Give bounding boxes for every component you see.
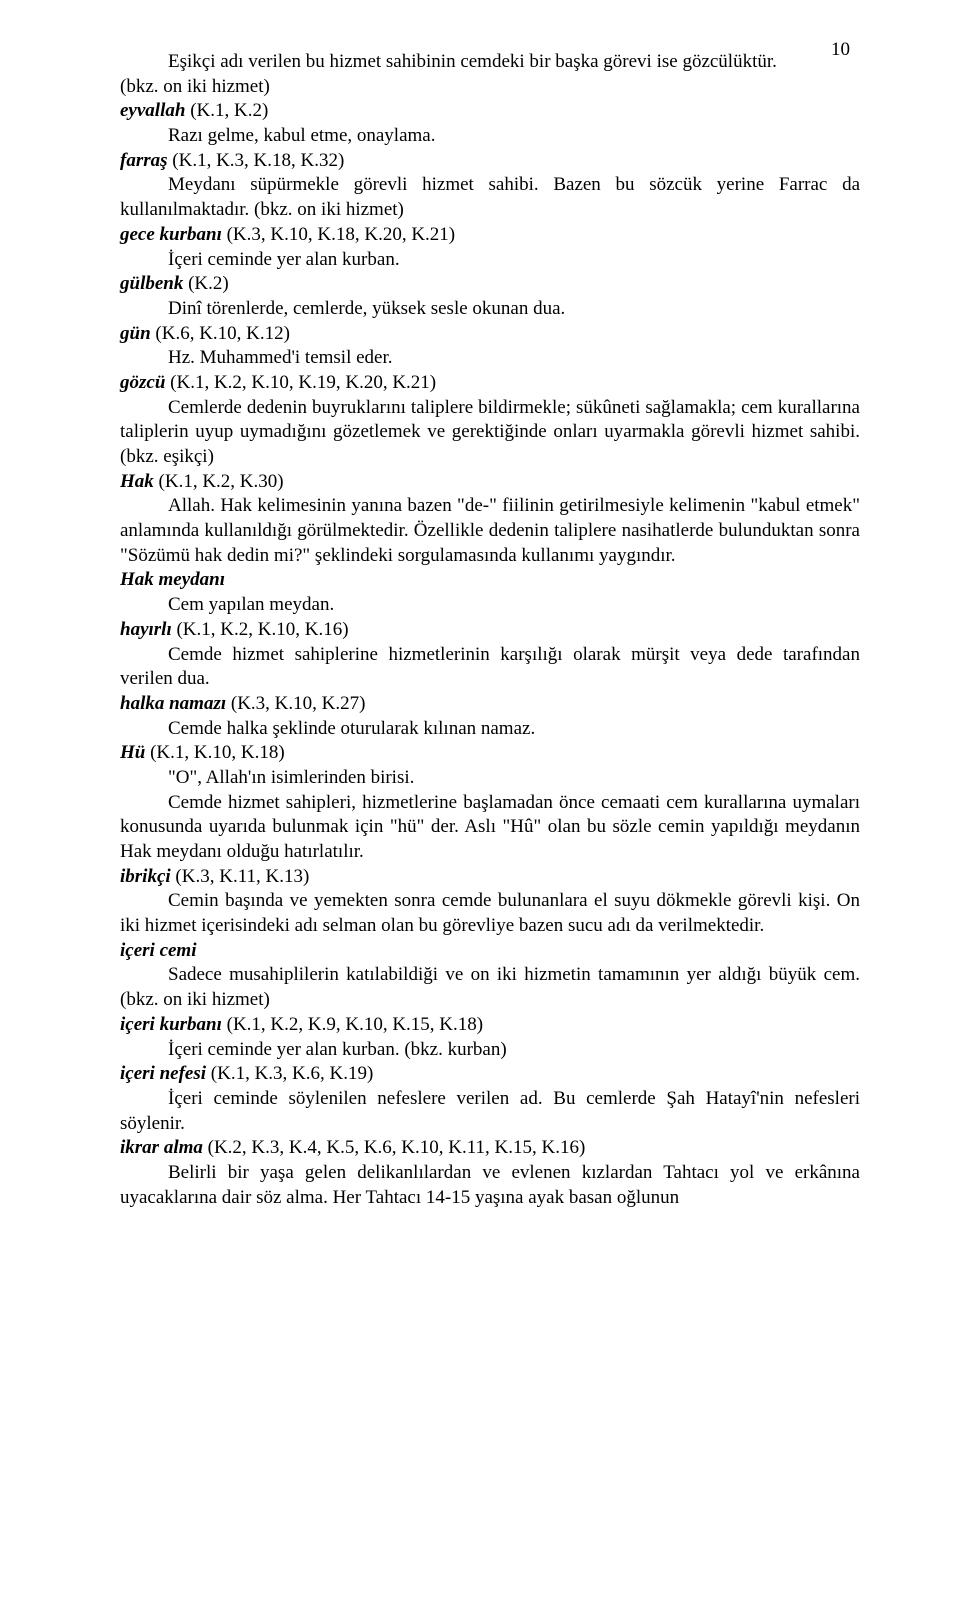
paragraph: Hz. Muhammed'i temsil eder. bbox=[120, 346, 860, 371]
paragraph: farraş (K.1, K.3, K.18, K.32) bbox=[120, 149, 860, 174]
paragraph: Meydanı süpürmekle görevli hizmet sahibi… bbox=[120, 173, 860, 222]
dictionary-term: içeri cemi bbox=[120, 940, 197, 961]
text-span: (K.3, K.10, K.27) bbox=[231, 693, 366, 714]
paragraph: Cemde hizmet sahiplerine hizmetlerinin k… bbox=[120, 643, 860, 692]
paragraph: Belirli bir yaşa gelen delikanlılardan v… bbox=[120, 1161, 860, 1210]
text-span: Sadece musahiplilerin katılabildiği ve o… bbox=[120, 964, 860, 1010]
text-span: (K.2, K.3, K.4, K.5, K.6, K.10, K.11, K.… bbox=[208, 1137, 586, 1158]
paragraph: Hü (K.1, K.10, K.18) bbox=[120, 741, 860, 766]
text-span: (K.1, K.2, K.10, K.19, K.20, K.21) bbox=[170, 372, 436, 393]
text-span: (K.2) bbox=[188, 273, 229, 294]
paragraph: Eşikçi adı verilen bu hizmet sahibinin c… bbox=[120, 50, 860, 75]
text-span: (K.3, K.10, K.18, K.20, K.21) bbox=[227, 224, 456, 245]
paragraph: İçeri ceminde yer alan kurban. (bkz. kur… bbox=[120, 1038, 860, 1063]
paragraph: ibrikçi (K.3, K.11, K.13) bbox=[120, 865, 860, 890]
paragraph: Razı gelme, kabul etme, onaylama. bbox=[120, 124, 860, 149]
paragraph: Cemde hizmet sahipleri, hizmetlerine baş… bbox=[120, 791, 860, 865]
text-span: Cem yapılan meydan. bbox=[168, 594, 334, 615]
paragraph: Dinî törenlerde, cemlerde, yüksek sesle … bbox=[120, 297, 860, 322]
paragraph: Sadece musahiplilerin katılabildiği ve o… bbox=[120, 963, 860, 1012]
dictionary-term: Hak meydanı bbox=[120, 569, 225, 590]
paragraph: içeri cemi bbox=[120, 939, 860, 964]
dictionary-term: gün bbox=[120, 323, 155, 344]
paragraph: İçeri ceminde yer alan kurban. bbox=[120, 248, 860, 273]
text-span: (K.1, K.10, K.18) bbox=[150, 742, 285, 763]
text-span: (K.1, K.2, K.30) bbox=[159, 471, 284, 492]
paragraph: Cemde halka şeklinde oturularak kılınan … bbox=[120, 717, 860, 742]
text-span: Dinî törenlerde, cemlerde, yüksek sesle … bbox=[168, 298, 565, 319]
text-span: Cemde hizmet sahipleri, hizmetlerine baş… bbox=[120, 792, 860, 862]
text-span: Cemin başında ve yemekten sonra cemde bu… bbox=[120, 890, 860, 936]
dictionary-term: gece kurbanı bbox=[120, 224, 227, 245]
paragraph: Allah. Hak kelimesinin yanına bazen "de-… bbox=[120, 494, 860, 568]
dictionary-term: içeri nefesi bbox=[120, 1063, 211, 1084]
text-span: Allah. Hak kelimesinin yanına bazen "de-… bbox=[120, 495, 860, 565]
text-span: (K.1, K.3, K.6, K.19) bbox=[211, 1063, 374, 1084]
paragraph: halka namazı (K.3, K.10, K.27) bbox=[120, 692, 860, 717]
paragraph: hayırlı (K.1, K.2, K.10, K.16) bbox=[120, 618, 860, 643]
paragraph: eyvallah (K.1, K.2) bbox=[120, 99, 860, 124]
dictionary-term: hayırlı bbox=[120, 619, 176, 640]
paragraph: Hak (K.1, K.2, K.30) bbox=[120, 470, 860, 495]
paragraph: gülbenk (K.2) bbox=[120, 272, 860, 297]
dictionary-term: Hak bbox=[120, 471, 159, 492]
paragraph: "O", Allah'ın isimlerinden birisi. bbox=[120, 766, 860, 791]
text-span: (K.1, K.2, K.9, K.10, K.15, K.18) bbox=[227, 1014, 483, 1035]
dictionary-term: ikrar alma bbox=[120, 1137, 208, 1158]
document-page: 10 Eşikçi adı verilen bu hizmet sahibini… bbox=[0, 0, 960, 1616]
paragraph: gün (K.6, K.10, K.12) bbox=[120, 322, 860, 347]
paragraph: (bkz. on iki hizmet) bbox=[120, 75, 860, 100]
paragraph: Hak meydanı bbox=[120, 568, 860, 593]
text-span: Razı gelme, kabul etme, onaylama. bbox=[168, 125, 435, 146]
dictionary-term: gözcü bbox=[120, 372, 170, 393]
text-span: (K.1, K.2) bbox=[190, 100, 268, 121]
text-span: İçeri ceminde yer alan kurban. bbox=[168, 249, 400, 270]
text-span: Hz. Muhammed'i temsil eder. bbox=[168, 347, 393, 368]
text-span: Eşikçi adı verilen bu hizmet sahibinin c… bbox=[168, 51, 777, 72]
paragraph: gözcü (K.1, K.2, K.10, K.19, K.20, K.21) bbox=[120, 371, 860, 396]
text-span: "O", Allah'ın isimlerinden birisi. bbox=[168, 767, 414, 788]
text-span: Belirli bir yaşa gelen delikanlılardan v… bbox=[120, 1162, 860, 1208]
text-span: Cemlerde dedenin buyruklarını taliplere … bbox=[120, 397, 860, 467]
text-span: İçeri ceminde yer alan kurban. (bkz. kur… bbox=[168, 1039, 507, 1060]
paragraph: ikrar alma (K.2, K.3, K.4, K.5, K.6, K.1… bbox=[120, 1136, 860, 1161]
text-span: Cemde hizmet sahiplerine hizmetlerinin k… bbox=[120, 644, 860, 690]
dictionary-term: gülbenk bbox=[120, 273, 188, 294]
dictionary-term: eyvallah bbox=[120, 100, 190, 121]
text-span: (bkz. on iki hizmet) bbox=[120, 76, 270, 97]
text-span: (K.6, K.10, K.12) bbox=[155, 323, 290, 344]
text-span: Cemde halka şeklinde oturularak kılınan … bbox=[168, 718, 535, 739]
dictionary-term: ibrikçi bbox=[120, 866, 175, 887]
text-span: (K.1, K.2, K.10, K.16) bbox=[176, 619, 348, 640]
text-span: İçeri ceminde söylenilen nefeslere veril… bbox=[120, 1088, 860, 1134]
paragraph: İçeri ceminde söylenilen nefeslere veril… bbox=[120, 1087, 860, 1136]
paragraph: Cemin başında ve yemekten sonra cemde bu… bbox=[120, 889, 860, 938]
text-span: Meydanı süpürmekle görevli hizmet sahibi… bbox=[120, 174, 860, 220]
paragraph: gece kurbanı (K.3, K.10, K.18, K.20, K.2… bbox=[120, 223, 860, 248]
dictionary-term: farraş bbox=[120, 150, 172, 171]
dictionary-term: halka namazı bbox=[120, 693, 231, 714]
dictionary-term: Hü bbox=[120, 742, 150, 763]
paragraph: Cem yapılan meydan. bbox=[120, 593, 860, 618]
paragraph: içeri nefesi (K.1, K.3, K.6, K.19) bbox=[120, 1062, 860, 1087]
page-content: Eşikçi adı verilen bu hizmet sahibinin c… bbox=[120, 50, 860, 1210]
paragraph: Cemlerde dedenin buyruklarını taliplere … bbox=[120, 396, 860, 470]
dictionary-term: içeri kurbanı bbox=[120, 1014, 227, 1035]
text-span: (K.3, K.11, K.13) bbox=[175, 866, 309, 887]
paragraph: içeri kurbanı (K.1, K.2, K.9, K.10, K.15… bbox=[120, 1013, 860, 1038]
page-number: 10 bbox=[831, 38, 850, 63]
text-span: (K.1, K.3, K.18, K.32) bbox=[172, 150, 344, 171]
